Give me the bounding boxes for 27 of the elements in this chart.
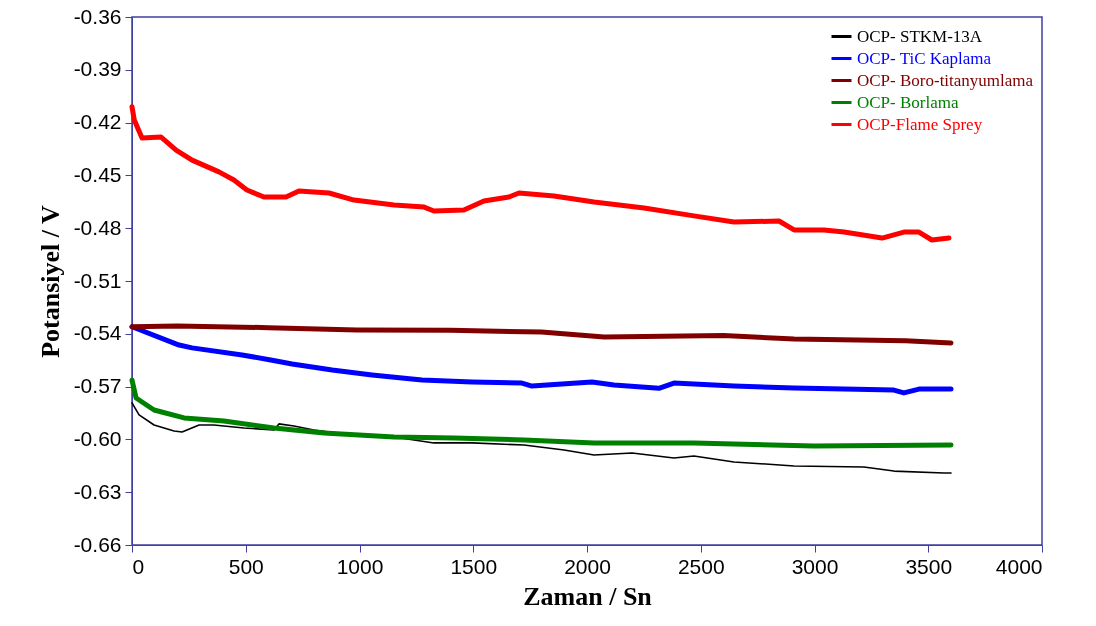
x-tick-label: 3500 <box>905 554 953 578</box>
y-tick-label: -0.57 <box>73 374 122 398</box>
y-tick-label: -0.63 <box>73 479 122 503</box>
x-tick-label: 1000 <box>336 554 384 578</box>
y-tick-label: -0.36 <box>73 4 122 28</box>
legend-label: OCP- STKM-13A <box>857 26 983 46</box>
x-tick-label: 4000 <box>995 554 1043 578</box>
y-tick-label: -0.48 <box>73 215 122 239</box>
x-axis-title: Zaman / Sn <box>523 581 653 611</box>
y-axis-title: Potansiyel / V <box>35 204 65 358</box>
y-tick-label: -0.42 <box>73 110 122 134</box>
y-tick-label: -0.60 <box>73 426 122 450</box>
legend-label: OCP-Flame Sprey <box>857 114 983 134</box>
legend-label: OCP- Borlama <box>857 92 959 112</box>
x-tick-label: 2500 <box>677 554 725 578</box>
y-tick-label: -0.39 <box>73 57 122 81</box>
y-tick-label: -0.45 <box>73 162 122 186</box>
legend-label: OCP- Boro-titanyumlama <box>857 70 1034 90</box>
x-tick-label: 3000 <box>791 554 839 578</box>
x-tick-label: 2000 <box>564 554 611 578</box>
y-tick-label: -0.54 <box>73 321 122 345</box>
x-tick-label: 0 <box>132 554 145 578</box>
y-tick-label: -0.51 <box>73 268 122 292</box>
x-tick-label: 1500 <box>450 554 498 578</box>
legend-label: OCP- TiC Kaplama <box>857 48 992 68</box>
y-tick-label: -0.66 <box>73 532 122 556</box>
x-tick-label: 500 <box>228 554 264 578</box>
